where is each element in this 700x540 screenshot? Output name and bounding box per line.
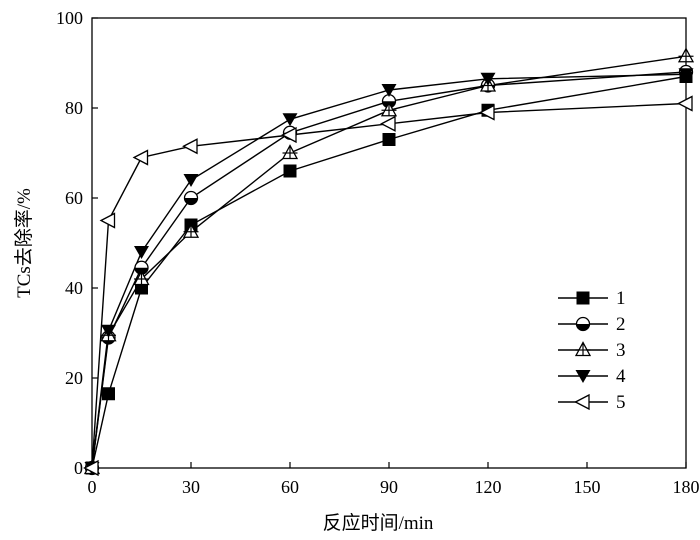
data-point-series-4	[480, 72, 496, 86]
data-point-series-5	[479, 104, 495, 121]
legend-marker	[574, 393, 590, 411]
legend-item-4: 4	[558, 366, 626, 387]
legend-marker	[574, 341, 592, 357]
legend-marker	[576, 291, 590, 305]
data-point-series-5	[677, 95, 693, 112]
x-tick-label: 90	[380, 477, 398, 497]
data-point-series-1	[283, 164, 297, 178]
x-tick-label: 60	[281, 477, 299, 497]
y-tick-label: 20	[65, 368, 83, 388]
data-point-series-5	[380, 115, 396, 132]
data-point-series-4	[381, 84, 397, 97]
legend-marker	[575, 370, 591, 383]
data-point-series-1	[102, 387, 115, 401]
x-tick-label: 150	[574, 477, 601, 497]
legend-item-5: 5	[558, 392, 626, 413]
legend-label: 1	[616, 288, 626, 309]
series-markers	[83, 47, 695, 477]
data-point-series-1	[382, 133, 396, 146]
data-point-series-3	[133, 270, 150, 286]
x-axis-title: 反应时间/min	[323, 512, 434, 534]
data-point-series-3	[281, 144, 299, 160]
legend: 1 2 3 4 5	[558, 288, 626, 413]
data-point-series-3	[380, 101, 398, 117]
x-tick-label: 0	[88, 477, 97, 497]
legend-item-2: 2	[558, 314, 626, 335]
data-point-series-5	[281, 126, 297, 144]
series-line-5	[91, 102, 687, 469]
legend-item-3: 3	[558, 340, 626, 361]
x-tick-label: 180	[673, 477, 700, 497]
series-line-4	[91, 73, 687, 469]
data-point-series-3	[677, 47, 695, 63]
data-point-series-5	[182, 138, 198, 155]
series-line-3	[91, 55, 687, 469]
legend-marker	[575, 316, 591, 332]
data-point-series-5	[99, 212, 116, 229]
legend-item-1: 1	[558, 288, 626, 309]
axis-ticks: 0 30 60 90 120 150 180 0 20 40 60 80 100	[56, 8, 700, 497]
data-point-series-4	[282, 113, 298, 127]
data-point-series-4	[101, 324, 116, 338]
legend-label: 5	[616, 392, 626, 413]
data-point-series-3	[182, 222, 200, 238]
legend-label: 4	[616, 366, 626, 387]
data-point-series-4	[678, 68, 694, 82]
x-tick-label: 120	[475, 477, 502, 497]
y-tick-label: 60	[65, 188, 83, 208]
x-tick-label: 30	[182, 477, 200, 497]
legend-label: 2	[616, 314, 626, 335]
data-point-series-5	[83, 459, 99, 477]
y-tick-label: 40	[65, 278, 83, 298]
y-axis-title: TCs去除率/%	[13, 188, 35, 298]
legend-label: 3	[616, 340, 626, 361]
data-point-series-4	[134, 246, 149, 259]
y-tick-label: 0	[74, 458, 83, 478]
data-point-series-2	[183, 190, 199, 206]
series-line-2	[91, 71, 687, 469]
series-lines	[91, 55, 687, 469]
series-line-1	[91, 75, 687, 469]
data-point-series-4	[183, 174, 199, 187]
y-tick-label: 100	[56, 8, 83, 28]
data-point-series-5	[132, 149, 149, 166]
y-tick-label: 80	[65, 98, 83, 118]
